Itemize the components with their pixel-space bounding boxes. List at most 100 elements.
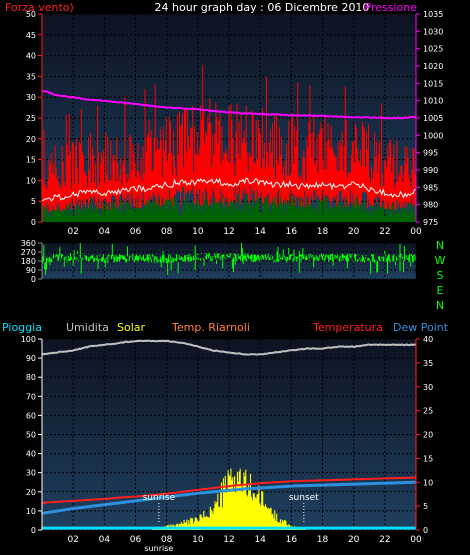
x-tick-label: 22 [379, 227, 390, 237]
compass-letter: S [437, 269, 444, 282]
y-left-tick-label: 45 [26, 31, 36, 40]
x-tick-label: 12 [223, 227, 234, 237]
y-right-tick-label: 995 [423, 149, 438, 158]
y-left-tick-label: 5 [31, 197, 36, 206]
x-tick-label: 00 [410, 535, 422, 545]
y-right-tick-label: 20 [423, 431, 433, 440]
y-right-tick-label: 35 [423, 359, 433, 368]
y-left-tick-label: 180 [21, 257, 36, 266]
y-right-tick-label: 1010 [423, 97, 443, 106]
compass-letter: E [437, 284, 444, 297]
x-tick-label: 20 [348, 227, 360, 237]
y-left-tick-label: 90 [26, 266, 36, 275]
y-left-tick-label: 10 [26, 176, 36, 185]
y-right-tick-label: 1025 [423, 45, 443, 54]
x-tick-label: 18 [317, 535, 329, 545]
y-left-tick-label: 40 [26, 52, 36, 61]
y-left-tick-label: 20 [26, 488, 36, 497]
pressure-label: Pressione [365, 1, 418, 14]
y-left-tick-label: 60 [26, 411, 36, 420]
x-tick-label: 04 [99, 227, 111, 237]
x-tick-label: 02 [67, 227, 78, 237]
y-right-tick-label: 5 [423, 502, 428, 511]
y-right-tick-label: 40 [423, 335, 433, 344]
y-left-tick-label: 30 [26, 469, 36, 478]
x-tick-label: 14 [254, 535, 266, 545]
x-tick-label: 08 [161, 227, 173, 237]
y-left-tick-label: 35 [26, 72, 36, 81]
temperature-line [41, 476, 416, 504]
y-right-tick-label: 10 [423, 478, 433, 487]
y-left-tick-label: 10 [26, 507, 36, 516]
y-left-tick-label: 0 [31, 275, 36, 284]
x-tick-label: 20 [348, 535, 360, 545]
y-right-tick-label: 1030 [423, 27, 443, 36]
wind-force-label: Forza vento) [5, 1, 74, 14]
sunrise-axis-label: sunrise [144, 544, 173, 553]
sun-annotations: sunrise sunset sunrise [143, 493, 320, 553]
legend-pioggia: Pioggia [2, 321, 42, 334]
y-left-tick-label: 20 [26, 135, 36, 144]
graph-title: 24 hour graph day : 06 Dicembre 2010 [155, 1, 370, 14]
compass-letter: N [436, 239, 444, 252]
x-tick-label: 16 [286, 535, 298, 545]
y-left-tick-label: 40 [26, 450, 36, 459]
y-right-tick-label: 1020 [423, 62, 443, 71]
x-tick-label: 12 [223, 535, 234, 545]
y-right-tick-label: 990 [423, 166, 438, 175]
y-left-tick-label: 100 [21, 335, 36, 344]
x-tick-label: 14 [254, 227, 266, 237]
y-right-tick-label: 30 [423, 383, 433, 392]
y-right-tick-label: 980 [423, 201, 438, 210]
x-tick-label: 08 [161, 535, 173, 545]
y-left-tick-label: 270 [21, 248, 36, 257]
y-left-tick-label: 50 [26, 431, 36, 440]
wind-axes: 02 04 06 08 10 12 14 16 18 20 22 000510152025303540… [26, 10, 444, 237]
x-tick-label: 18 [317, 227, 329, 237]
x-tick-label: 06 [130, 227, 142, 237]
compass-letter: N [436, 299, 444, 312]
y-right-tick-label: 15 [423, 454, 433, 463]
y-left-tick-label: 50 [26, 10, 36, 19]
y-left-tick-label: 80 [26, 373, 36, 382]
x-tick-label: 10 [192, 535, 204, 545]
pressure-line [41, 89, 417, 120]
x-tick-label: 06 [130, 535, 142, 545]
y-left-tick-label: 30 [26, 93, 36, 102]
dew-point-line [41, 480, 416, 515]
y-left-tick-label: 15 [26, 156, 36, 165]
x-tick-label: 04 [99, 535, 111, 545]
y-right-tick-label: 0 [423, 526, 428, 535]
sunrise-label: sunrise [143, 493, 176, 503]
y-left-tick-label: 70 [26, 392, 36, 401]
y-right-tick-label: 1005 [423, 114, 443, 123]
x-tick-label: 22 [379, 535, 390, 545]
legend-umidita: Umidita [66, 321, 109, 334]
x-tick-label: 10 [192, 227, 204, 237]
legend-temp-riarnoli: Temp. Riarnoli [171, 321, 250, 334]
y-right-tick-label: 975 [423, 218, 438, 227]
legend-solar: Solar [117, 321, 146, 334]
y-left-tick-label: 0 [31, 218, 36, 227]
legend-temperatura: Temperatura [312, 321, 383, 334]
climate-series [41, 339, 417, 530]
x-tick-label: 02 [67, 535, 78, 545]
y-left-tick-label: 90 [26, 354, 36, 363]
y-right-tick-label: 1035 [423, 10, 443, 19]
y-right-tick-label: 25 [423, 407, 433, 416]
wind-average-line [41, 177, 416, 202]
y-right-tick-label: 985 [423, 183, 438, 192]
y-right-tick-label: 1000 [423, 131, 443, 140]
x-tick-label: 16 [286, 227, 298, 237]
compass-letter: W [435, 254, 446, 267]
x-tick-label: 00 [410, 227, 422, 237]
y-left-tick-label: 360 [21, 239, 36, 248]
y-right-tick-label: 1015 [423, 79, 443, 88]
humidity-line [41, 339, 417, 356]
y-left-tick-label: 0 [31, 526, 36, 535]
legend-dew-point: Dew Point [393, 321, 449, 334]
sunset-label: sunset [289, 493, 319, 503]
